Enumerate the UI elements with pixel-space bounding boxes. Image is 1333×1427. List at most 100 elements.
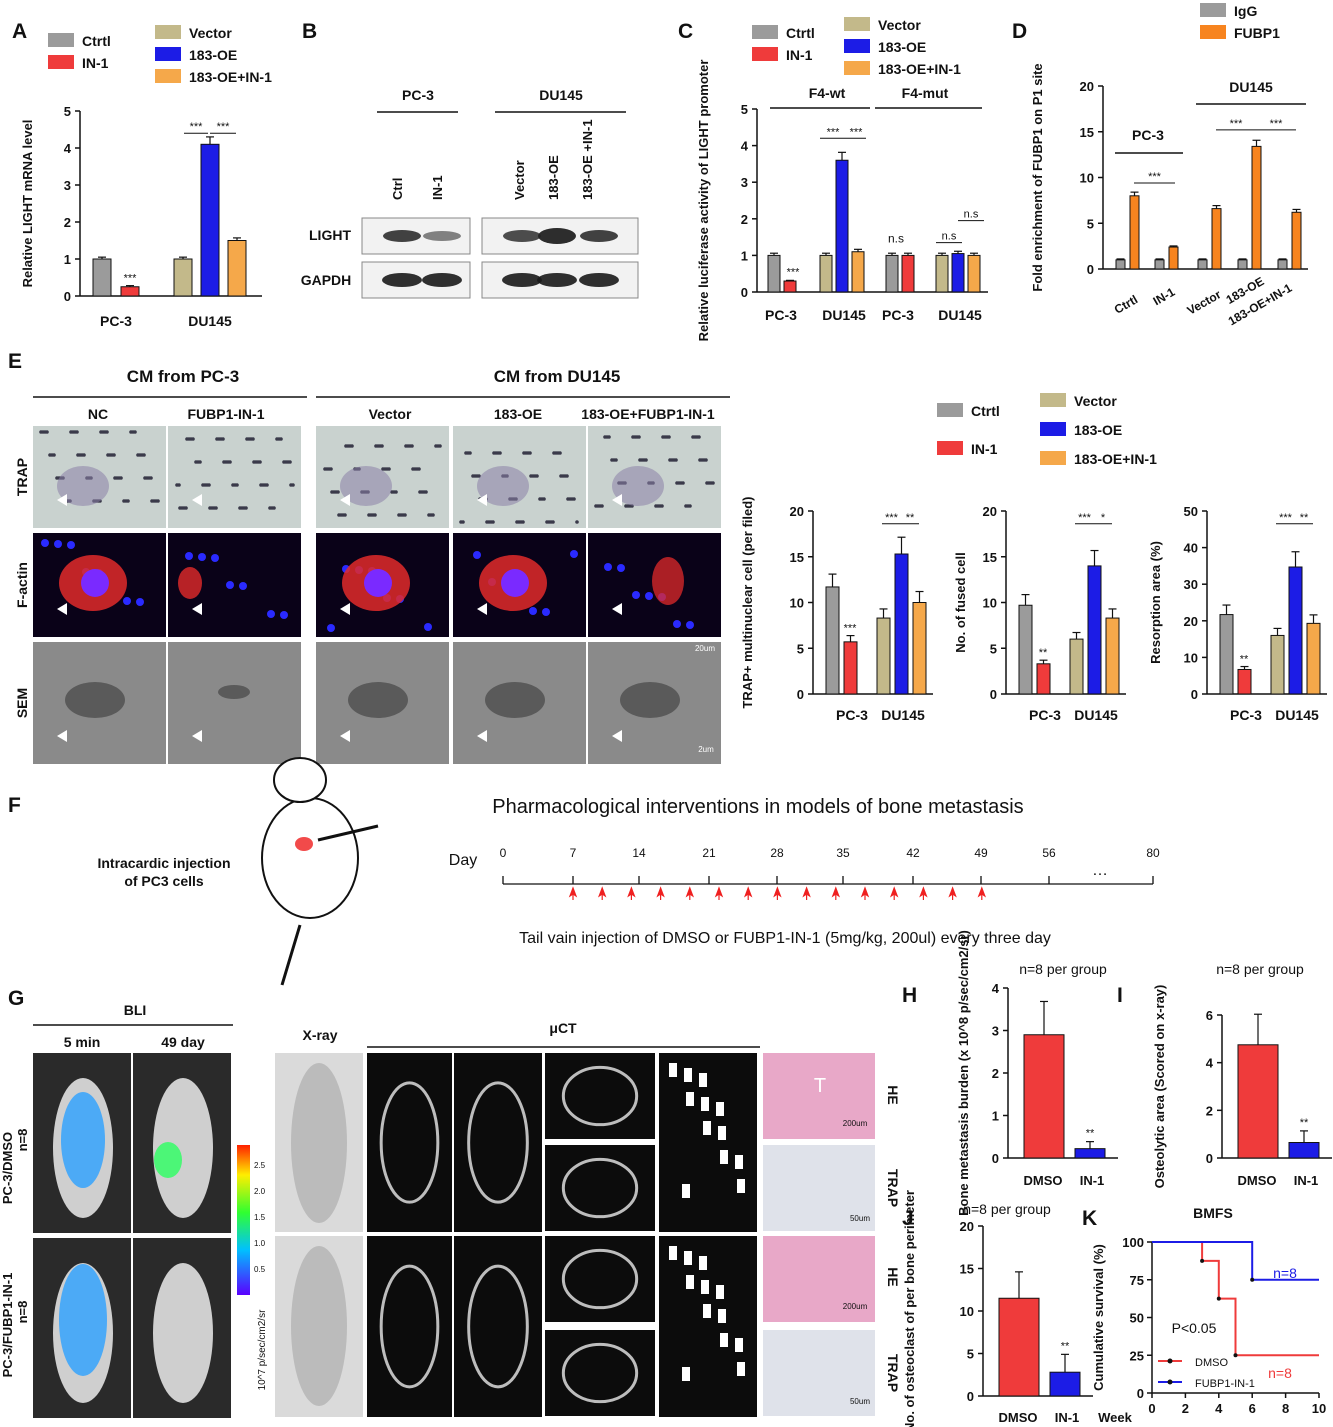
- y-tick-label: 15: [983, 550, 997, 565]
- trabecula: [737, 1362, 745, 1376]
- chart-bar: [92, 258, 112, 297]
- cell-dot: [424, 490, 428, 494]
- resorption-pit: [485, 682, 545, 718]
- legend-label: Ctrtl: [971, 403, 1000, 419]
- nucleus: [645, 592, 653, 600]
- y-axis-label: TRAP+ multinuclear cell (per filed): [740, 496, 755, 708]
- cell-dot: [279, 437, 283, 441]
- histology-panel: [763, 1330, 875, 1416]
- survival-line-dmso: [1152, 1241, 1319, 1357]
- legend-label: IN-1: [786, 47, 813, 63]
- legend-swatch: [844, 61, 870, 75]
- cell-dot: [410, 444, 414, 448]
- y-tick-label: 20: [983, 504, 997, 519]
- bone-outline: [379, 1081, 440, 1204]
- y-tick-label: 3: [741, 175, 748, 190]
- cell-dot: [291, 483, 295, 487]
- section-header: X-ray: [302, 1027, 337, 1043]
- y-tick-label: 5: [967, 1347, 974, 1362]
- legend-swatch: [752, 25, 778, 39]
- cell-dot: [221, 437, 225, 441]
- sig-label: **: [1300, 512, 1309, 524]
- cell-dot: [461, 520, 465, 524]
- band-gapdh: [382, 273, 422, 287]
- cell-dot: [380, 444, 384, 448]
- cell-dot: [711, 481, 715, 485]
- arrowhead: [612, 494, 622, 506]
- y-tick-label: 10: [960, 1304, 974, 1319]
- censor-mark: [1233, 1353, 1238, 1358]
- legend-marker: [1167, 1358, 1173, 1364]
- osteoclast: [477, 466, 529, 506]
- chart-bar: [1105, 617, 1120, 695]
- y-tick-label: 0: [741, 285, 748, 300]
- cell-dot: [535, 474, 539, 478]
- lane-label: 183-OE: [546, 155, 561, 200]
- band-gapdh: [537, 273, 577, 287]
- y-axis-label: Bone metastasis burden (x 10^8 p/sec/cm2…: [956, 930, 971, 1216]
- cell-dot: [660, 504, 664, 508]
- chart-bar: [885, 254, 899, 293]
- y-tick-label: 30: [1184, 577, 1198, 592]
- bone-outline: [467, 1081, 529, 1204]
- arrowhead: [192, 730, 202, 742]
- panel-label-H: H: [902, 984, 917, 1007]
- x-axis-label: Week: [1098, 1410, 1132, 1425]
- cell-dot: [600, 504, 604, 508]
- cell-dot: [431, 513, 435, 517]
- band-gapdh: [422, 273, 462, 287]
- trabecula: [684, 1251, 692, 1265]
- y-tick-label: 50: [1184, 504, 1198, 519]
- y-tick-label: 6: [1206, 1008, 1213, 1023]
- cell-dot: [644, 458, 648, 462]
- cell-dot: [244, 506, 248, 510]
- blot-header: DU145: [539, 87, 583, 103]
- x-tick-label: 0: [1148, 1401, 1155, 1416]
- cell-dot: [288, 460, 292, 464]
- timeline-day: 35: [836, 846, 850, 860]
- legend-swatch: [1200, 3, 1226, 17]
- y-tick-label: 15: [1080, 125, 1094, 140]
- legend-label: Ctrtl: [82, 33, 111, 49]
- x-tick-label: 6: [1249, 1401, 1256, 1416]
- legend-label: IgG: [1234, 3, 1257, 19]
- row-label: F-actin: [14, 562, 30, 608]
- cell-dot: [198, 460, 202, 464]
- censor-mark: [1250, 1277, 1255, 1282]
- x-tick-label: IN-1: [1055, 1410, 1080, 1425]
- band-light: [383, 230, 421, 242]
- legend-swatch: [48, 55, 74, 69]
- chart-bar: [1291, 211, 1302, 270]
- dose-arrow: [714, 886, 724, 900]
- timeline-day: 14: [632, 846, 646, 860]
- mouse-silhouette: [153, 1078, 213, 1218]
- chart-bar: [876, 617, 891, 695]
- nucleus: [123, 597, 131, 605]
- y-tick-label: 5: [741, 102, 748, 117]
- legend-label: 183-OE: [1074, 422, 1122, 438]
- trabecula: [737, 1179, 745, 1193]
- micrograph-sem: [168, 642, 301, 764]
- timeline-day: 56: [1042, 846, 1056, 860]
- nucleus: [632, 591, 640, 599]
- chart-bar: [1219, 614, 1234, 695]
- row-label: TRAP: [14, 458, 30, 496]
- nucleus: [542, 608, 550, 616]
- y-tick-label: 15: [960, 1262, 974, 1277]
- sig-label: ***: [217, 121, 231, 133]
- y-tick-label: 5: [64, 104, 71, 119]
- censor-mark: [1216, 1296, 1221, 1301]
- cell-dot: [214, 506, 218, 510]
- chart-bar: [1237, 668, 1252, 695]
- colorbar-tick: 0.5: [254, 1265, 266, 1274]
- nucleus: [185, 552, 193, 560]
- dose-arrow: [919, 886, 928, 900]
- cell-dot: [394, 490, 398, 494]
- chart-bar: [894, 553, 909, 695]
- band-gapdh: [579, 273, 619, 287]
- chart-bar: [767, 254, 781, 293]
- chart-bar: [1288, 566, 1303, 695]
- dose-arrow: [831, 886, 841, 900]
- section-header: μCT: [549, 1020, 577, 1036]
- cell-dot: [126, 499, 130, 503]
